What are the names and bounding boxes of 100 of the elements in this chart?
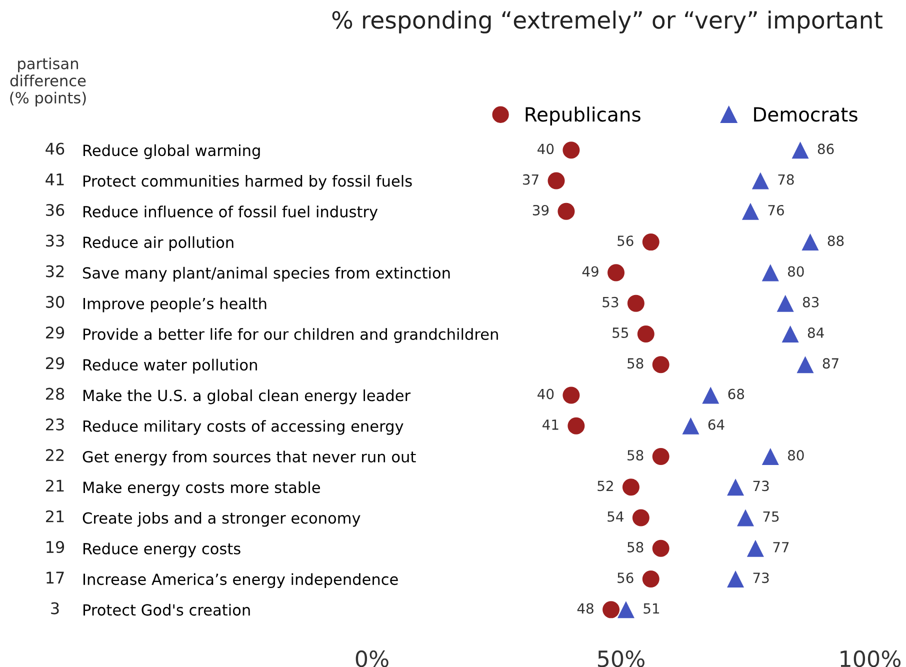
point [632, 509, 650, 526]
data-label: 39 [532, 204, 549, 216]
y-tick-label: Reduce energy costs [84, 542, 240, 558]
y-tick-label: Increase America’s energy independence [84, 573, 398, 588]
point [562, 386, 580, 404]
text: 29 [46, 326, 64, 339]
text: 32 [46, 265, 64, 278]
data-label: 58 [628, 450, 644, 461]
point [742, 202, 759, 220]
point [652, 448, 670, 466]
data-label: 52 [598, 480, 613, 492]
point [602, 601, 620, 618]
data-label: 48 [577, 603, 594, 614]
legend-label: Republicans [526, 106, 640, 126]
data-label: 80 [788, 450, 804, 461]
text: 19 [46, 540, 64, 554]
data-label: 37 [522, 174, 538, 185]
x-tick-label: 0% [356, 650, 388, 667]
point [627, 294, 644, 312]
data-label: 84 [808, 327, 824, 338]
text: partisan difference (% points) [10, 58, 86, 106]
data-label: 73 [753, 480, 769, 492]
data-label: 73 [753, 572, 769, 584]
point [752, 172, 769, 190]
text: 23 [46, 418, 64, 430]
point [736, 509, 754, 526]
chart-title: % responding “extremely” or “very” important [332, 10, 882, 34]
data-label: 56 [618, 236, 634, 246]
data-label: 56 [618, 572, 634, 584]
point [802, 234, 819, 251]
point [642, 234, 660, 251]
text: 41 [46, 174, 64, 186]
point [622, 478, 640, 496]
text: 21 [46, 510, 64, 522]
y-tick-label: Make the U.S. a global clean energy leader [84, 389, 411, 404]
data-label: 88 [828, 236, 844, 246]
data-label: 76 [768, 204, 784, 216]
point [776, 294, 794, 312]
y-tick-label: Protect God's creation [84, 604, 250, 616]
data-label: 53 [602, 296, 618, 308]
data-label: 49 [582, 266, 598, 277]
point [727, 570, 744, 588]
point [617, 601, 634, 618]
data-label: 40 [538, 388, 554, 400]
y-tick-label: Improve people’s health [84, 298, 266, 312]
y-tick-label: Create jobs and a stronger economy [82, 512, 360, 527]
text: 30 [46, 296, 64, 308]
point [558, 202, 575, 220]
x-tick-label: 100% [840, 650, 901, 667]
point [652, 540, 670, 557]
point [562, 142, 580, 159]
data-label: 87 [822, 358, 838, 369]
point [762, 264, 779, 282]
point [608, 264, 625, 282]
data-label: 58 [628, 542, 644, 552]
y-tick-label: Make energy costs more stable [84, 481, 320, 496]
data-label: 83 [802, 296, 819, 308]
text: 33 [46, 234, 64, 247]
point [796, 356, 814, 374]
point [568, 417, 585, 434]
data-label: 86 [818, 144, 834, 154]
point [762, 448, 779, 466]
x-tick-label: 50% [598, 650, 644, 667]
data-label: 75 [763, 511, 779, 522]
data-label: 77 [773, 542, 789, 552]
text: 28 [46, 388, 64, 400]
point [702, 386, 720, 404]
data-label: 51 [644, 603, 660, 614]
legend-label: Democrats [754, 107, 858, 122]
point [746, 540, 764, 557]
text: 46 [46, 142, 64, 155]
y-tick-label: Reduce influence of fossil fuel industry [84, 206, 378, 220]
text: 22 [46, 449, 64, 461]
y-tick-label: Get energy from sources that never run out [82, 450, 416, 466]
data-label: 68 [728, 388, 744, 400]
point [727, 478, 744, 496]
data-label: 80 [788, 266, 804, 277]
data-label: 55 [612, 328, 628, 338]
text: 36 [46, 204, 64, 216]
text: 3 [51, 602, 59, 614]
data-label: 78 [778, 174, 794, 185]
y-tick-label: Reduce water pollution [84, 358, 257, 374]
y-tick-label: Reduce military costs of accessing energy [84, 420, 404, 435]
data-label: 40 [538, 144, 554, 154]
data-label: 64 [708, 419, 724, 430]
y-tick-label: Reduce air pollution [84, 236, 234, 252]
point [682, 417, 700, 434]
text: 17 [46, 572, 64, 584]
point [782, 325, 799, 342]
point [637, 325, 654, 342]
point [652, 356, 670, 374]
text: 29 [46, 357, 64, 370]
data-label: 41 [542, 420, 558, 430]
y-tick-label: Reduce global warming [84, 144, 260, 160]
point [642, 570, 660, 588]
data-label: 58 [628, 358, 644, 369]
data-label: 54 [608, 511, 624, 522]
y-tick-label: Save many plant/animal species from extinction [83, 266, 450, 282]
y-tick-label: Protect communities harmed by fossil fuels [84, 174, 412, 190]
y-tick-label: Provide a better life for our children and grandchildren [84, 328, 498, 343]
